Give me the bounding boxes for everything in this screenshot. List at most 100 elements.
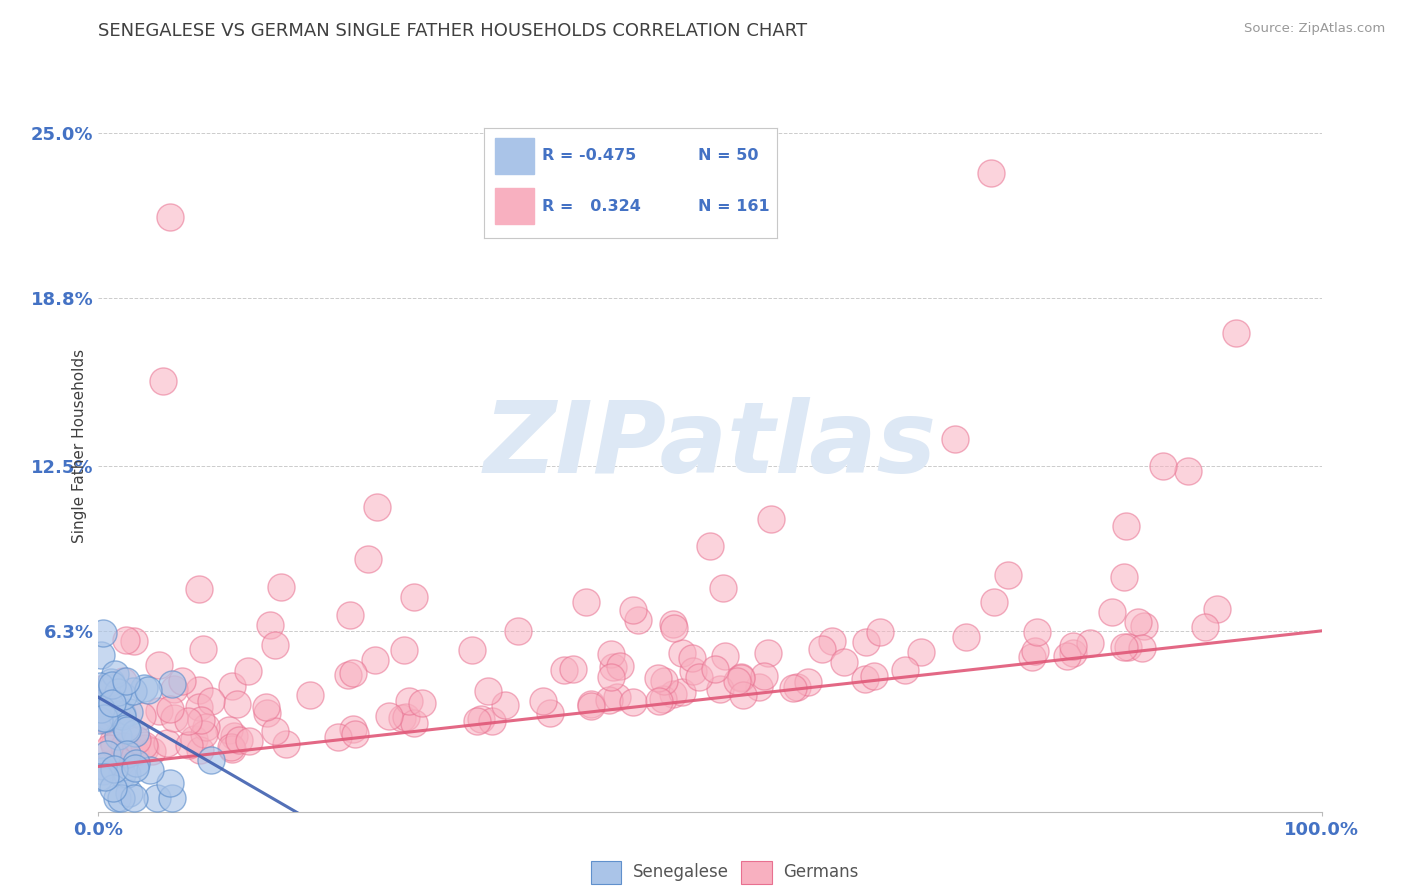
Point <box>709 681 731 696</box>
Point <box>187 582 209 596</box>
Point <box>688 670 710 684</box>
Point <box>101 706 124 721</box>
Point <box>395 710 418 724</box>
Point <box>366 500 388 514</box>
Point <box>115 722 138 736</box>
Point <box>562 662 585 676</box>
Point <box>398 694 420 708</box>
Point <box>1062 647 1084 661</box>
Point <box>90 648 112 662</box>
Point <box>224 729 246 743</box>
Point <box>124 745 146 759</box>
Point <box>170 674 193 689</box>
Point <box>219 739 242 754</box>
Point <box>225 697 247 711</box>
Point <box>730 672 752 686</box>
Point <box>579 697 602 711</box>
Point <box>606 690 628 705</box>
Point <box>111 673 134 688</box>
Point <box>599 670 621 684</box>
Point <box>190 713 212 727</box>
Y-axis label: Single Father Households: Single Father Households <box>72 349 87 543</box>
Point <box>188 743 211 757</box>
Point <box>598 692 620 706</box>
Point <box>782 681 804 696</box>
Point <box>910 645 932 659</box>
Point <box>581 698 603 713</box>
Point <box>997 568 1019 582</box>
Point <box>481 714 503 729</box>
Point <box>159 702 181 716</box>
Point <box>96 747 118 761</box>
Point <box>124 726 146 740</box>
Point <box>862 669 884 683</box>
Point <box>714 648 737 663</box>
Point <box>101 678 124 692</box>
Point <box>1115 519 1137 533</box>
Point <box>725 674 748 689</box>
Text: ZIPatlas: ZIPatlas <box>484 398 936 494</box>
Point <box>1126 615 1149 629</box>
Point <box>627 613 650 627</box>
Point <box>531 694 554 708</box>
Point <box>163 681 186 696</box>
Point <box>494 698 516 712</box>
Point <box>1114 640 1136 654</box>
Point <box>647 671 669 685</box>
Point <box>122 791 145 805</box>
Point <box>402 591 425 605</box>
Point <box>1152 458 1174 473</box>
Point <box>855 634 877 648</box>
Text: SENEGALESE VS GERMAN SINGLE FATHER HOUSEHOLDS CORRELATION CHART: SENEGALESE VS GERMAN SINGLE FATHER HOUSE… <box>98 22 807 40</box>
Point <box>156 736 179 750</box>
Point <box>87 770 110 784</box>
Point <box>163 711 186 725</box>
Point <box>651 692 673 706</box>
Point <box>90 702 112 716</box>
Point <box>662 687 685 701</box>
Point <box>1206 601 1229 615</box>
Point <box>160 791 183 805</box>
Point <box>704 661 727 675</box>
Point <box>221 742 243 756</box>
Bar <box>495 137 534 174</box>
Point <box>104 666 127 681</box>
Point <box>682 664 704 678</box>
Point <box>152 374 174 388</box>
Point <box>811 641 834 656</box>
Point <box>894 663 917 677</box>
Point <box>193 727 215 741</box>
Point <box>600 647 623 661</box>
Point <box>125 756 148 771</box>
Point <box>711 582 734 596</box>
Point <box>730 670 752 684</box>
Point <box>115 747 138 761</box>
Point <box>465 714 488 728</box>
Point <box>238 734 260 748</box>
Point <box>647 693 669 707</box>
Point <box>114 739 136 754</box>
Text: Germans: Germans <box>783 863 859 881</box>
Point <box>188 682 211 697</box>
Point <box>506 624 529 638</box>
Point <box>326 731 349 745</box>
Point <box>662 622 685 636</box>
Point <box>943 433 966 447</box>
Point <box>1112 569 1135 583</box>
Point <box>87 713 110 727</box>
Point <box>1225 326 1247 340</box>
Point <box>236 664 259 678</box>
Point <box>339 607 361 622</box>
Point <box>1062 640 1084 654</box>
Point <box>187 699 209 714</box>
Point <box>101 681 124 695</box>
Point <box>1101 605 1123 619</box>
Point <box>101 696 124 710</box>
Point <box>342 665 364 680</box>
Point <box>98 740 121 755</box>
Point <box>115 723 138 738</box>
Point <box>391 711 413 725</box>
Point <box>477 684 499 698</box>
Point <box>378 708 401 723</box>
Point <box>94 713 117 727</box>
